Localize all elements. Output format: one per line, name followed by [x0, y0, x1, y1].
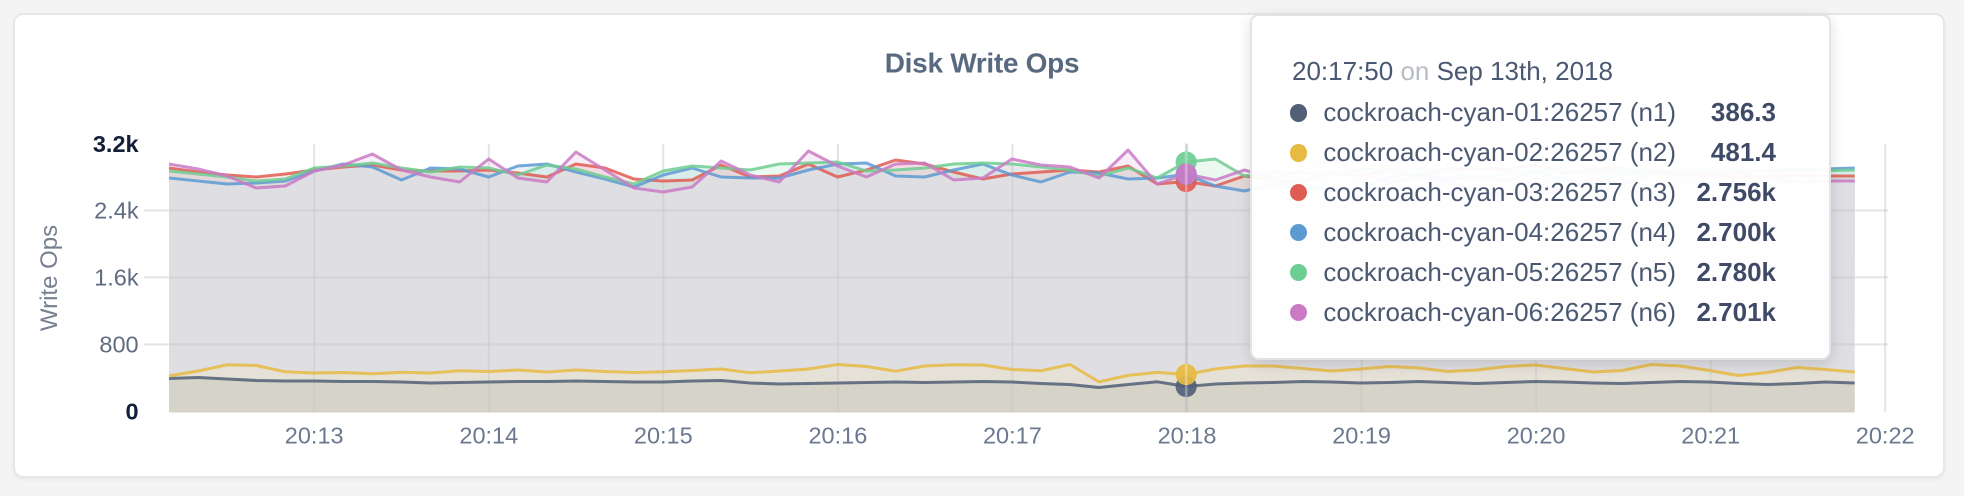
svg-text:20:13: 20:13: [285, 423, 344, 449]
svg-text:20:20: 20:20: [1507, 423, 1566, 449]
svg-text:800: 800: [99, 332, 138, 358]
svg-text:Write Ops: Write Ops: [36, 225, 63, 331]
svg-text:20:19: 20:19: [1332, 423, 1391, 449]
svg-text:20:14: 20:14: [459, 423, 518, 449]
svg-text:Disk Write Ops: Disk Write Ops: [885, 48, 1079, 79]
svg-text:1.6k: 1.6k: [94, 265, 139, 291]
svg-text:20:15: 20:15: [634, 423, 693, 449]
svg-text:3.2k: 3.2k: [93, 131, 140, 157]
svg-text:20:22: 20:22: [1856, 423, 1915, 449]
svg-text:20:17: 20:17: [983, 423, 1042, 449]
svg-text:0: 0: [126, 399, 139, 425]
svg-text:2.4k: 2.4k: [94, 198, 139, 224]
svg-text:20:16: 20:16: [808, 423, 867, 449]
svg-text:20:18: 20:18: [1158, 423, 1217, 449]
svg-text:20:21: 20:21: [1681, 423, 1740, 449]
